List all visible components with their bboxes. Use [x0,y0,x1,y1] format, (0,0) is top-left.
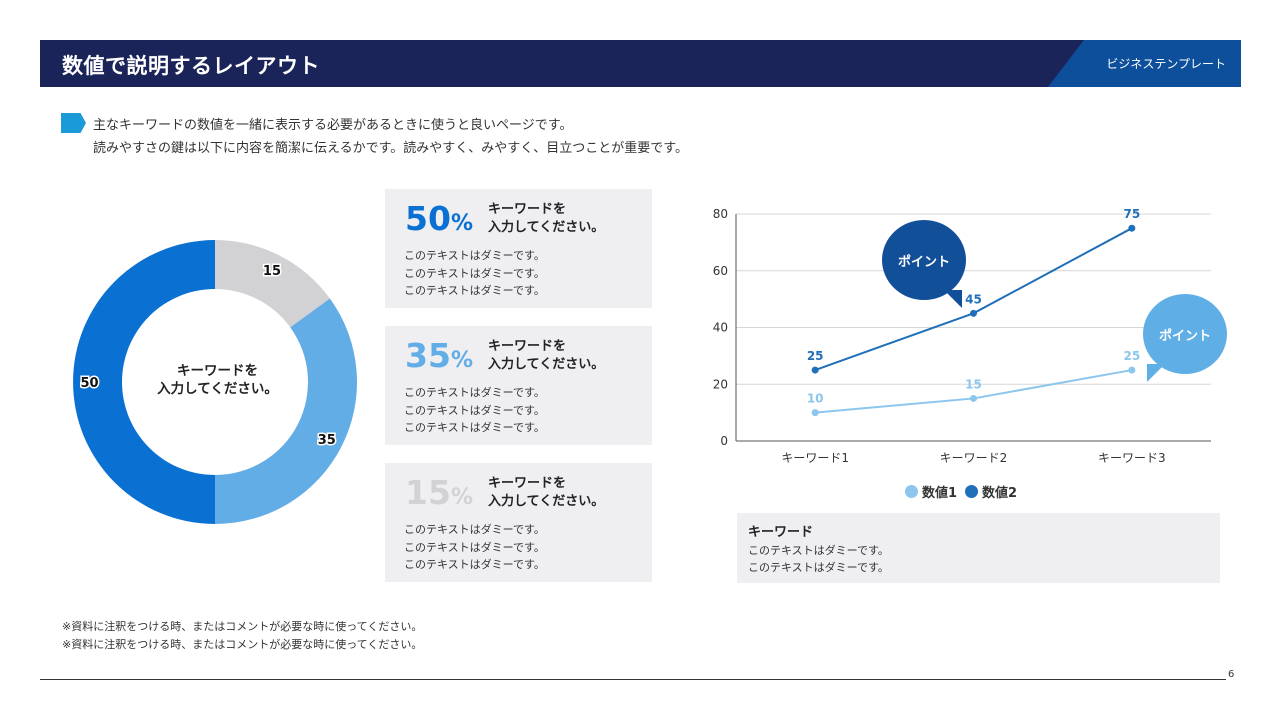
y-tick-label: 20 [713,377,728,391]
stat-line: このテキストはダミーです。 [404,266,545,280]
stat-percent: 15% [405,473,473,512]
data-label: 10 [807,392,824,406]
stat-title: キーワードを 入力してください。 [488,475,604,511]
data-label: 15 [965,377,982,391]
stat-number: 15 [405,473,451,512]
stat-number: 50 [405,199,451,238]
y-tick-label: 0 [720,434,728,448]
legend-item: 数値1 [905,482,957,501]
donut-data-label: 50 [80,376,98,391]
donut-data-label: 15 [263,264,281,279]
stat-unit: % [450,211,473,236]
stat-line: このテキストはダミーです。 [404,540,545,554]
data-point [1128,224,1136,232]
stat-title-line: 入力してください。 [488,494,605,509]
legend-item: 数値2 [965,482,1017,501]
page-title: 数値で説明するレイアウト [62,54,320,78]
donut-center-label: キーワードを 入力してください。 [135,362,300,398]
stat-number: 35 [405,336,451,375]
point-callout: ポイント [882,220,966,308]
header-tag: ビジネステンプレート [1048,40,1241,87]
page-number: 6 [1228,669,1235,680]
donut-center-line: 入力してください。 [157,381,278,397]
stat-card: 50% キーワードを 入力してください。 このテキストはダミーです。 このテキス… [385,189,652,308]
donut-data-label: 35 [318,433,336,448]
data-point [970,309,977,317]
header-tag-label: ビジネステンプレート [1106,57,1226,71]
stat-line: このテキストはダミーです。 [404,523,545,536]
data-label: 25 [807,349,824,363]
stat-card: 35% キーワードを 入力してください。 このテキストはダミーです。 このテキス… [385,326,652,445]
donut-center-line: キーワードを [177,363,258,379]
stat-title-line: キーワードを [488,202,567,217]
stat-title-line: 入力してください。 [488,220,605,235]
data-point [811,409,819,417]
donut-segment [73,240,216,524]
donut-segment [215,240,330,328]
x-tick-label: キーワード1 [781,451,849,465]
keyword-box: キーワード このテキストはダミーです。 このテキストはダミーです。 [737,513,1220,583]
footnote: ※資料に注釈をつける時、またはコメントが必要な時に使ってください。 [62,620,423,633]
stat-line: このテキストはダミーです。 [404,403,545,417]
legend-marker-icon [965,485,979,498]
data-point [811,366,819,374]
stat-line: このテキストはダミーです。 [404,284,545,297]
stat-unit: % [450,348,473,373]
footer-divider [40,679,1226,680]
stat-card: 15% キーワードを 入力してください。 このテキストはダミーです。 このテキス… [385,463,652,582]
header-bar: 数値で説明するレイアウト ビジネステンプレート [40,40,1241,87]
legend-label: 数値2 [982,486,1018,501]
stat-description: このテキストはダミーです。 このテキストはダミーです。 このテキストはダミーです… [404,384,545,437]
data-point [970,394,977,402]
legend-label: 数値1 [922,486,958,501]
stat-title: キーワードを 入力してください。 [488,201,604,237]
keyword-line: このテキストはダミーです。 [748,561,889,574]
intro-text: 主なキーワードの数値を一緒に表示する必要があるときに使うと良いページです。 読み… [93,114,688,160]
stat-title-line: キーワードを [488,339,567,354]
donut-chart: 15 35 50 [73,240,357,524]
y-tick-label: 80 [713,207,728,221]
y-tick-label: 40 [713,321,728,335]
intro-line: 主なキーワードの数値を一緒に表示する必要があるときに使うと良いページです。 [93,118,573,133]
footnote: ※資料に注釈をつける時、またはコメントが必要な時に使ってください。 [62,638,423,651]
x-tick-label: キーワード3 [1098,451,1166,465]
stat-title-line: 入力してください。 [488,357,605,372]
x-tick-label: キーワード2 [940,451,1008,465]
keyword-title: キーワード [748,525,814,540]
stat-description: このテキストはダミーです。 このテキストはダミーです。 このテキストはダミーです… [404,521,545,574]
legend-marker-icon [905,485,918,498]
stat-percent: 50% [405,199,473,238]
stat-title: キーワードを 入力してください。 [488,338,604,374]
y-tick-label: 60 [713,264,728,278]
line-chart: 0 20 40 60 80 キーワード1 キーワード2 キーワード3 10 15 25 25 45 75 [713,207,1211,465]
stat-line: このテキストはダミーです。 [404,386,545,399]
stat-line: このテキストはダミーです。 [404,558,545,571]
stat-percent: 35% [405,336,473,375]
stat-unit: % [450,485,473,510]
point-callout: ポイント [1143,294,1227,382]
donut-segment [215,298,357,524]
stat-line: このテキストはダミーです。 [404,249,545,262]
chart-legend: 数値1 数値2 [905,482,1017,501]
stat-description: このテキストはダミーです。 このテキストはダミーです。 このテキストはダミーです… [404,247,545,300]
intro-line: 読みやすさの鍵は以下に内容を簡潔に伝えるかです。読みやすく、みやすく、目立つこと… [93,141,689,156]
flag-icon [61,113,86,133]
data-point [1128,366,1136,374]
footnotes: ※資料に注釈をつける時、またはコメントが必要な時に使ってください。 ※資料に注釈… [62,618,422,654]
keyword-line: このテキストはダミーです。 [748,544,889,557]
keyword-description: このテキストはダミーです。 このテキストはダミーです。 [748,542,889,576]
data-label: 75 [1123,207,1140,221]
stat-title-line: キーワードを [488,476,567,491]
data-label: 25 [1123,349,1140,363]
data-label: 45 [965,292,982,306]
stat-line: このテキストはダミーです。 [404,421,545,434]
